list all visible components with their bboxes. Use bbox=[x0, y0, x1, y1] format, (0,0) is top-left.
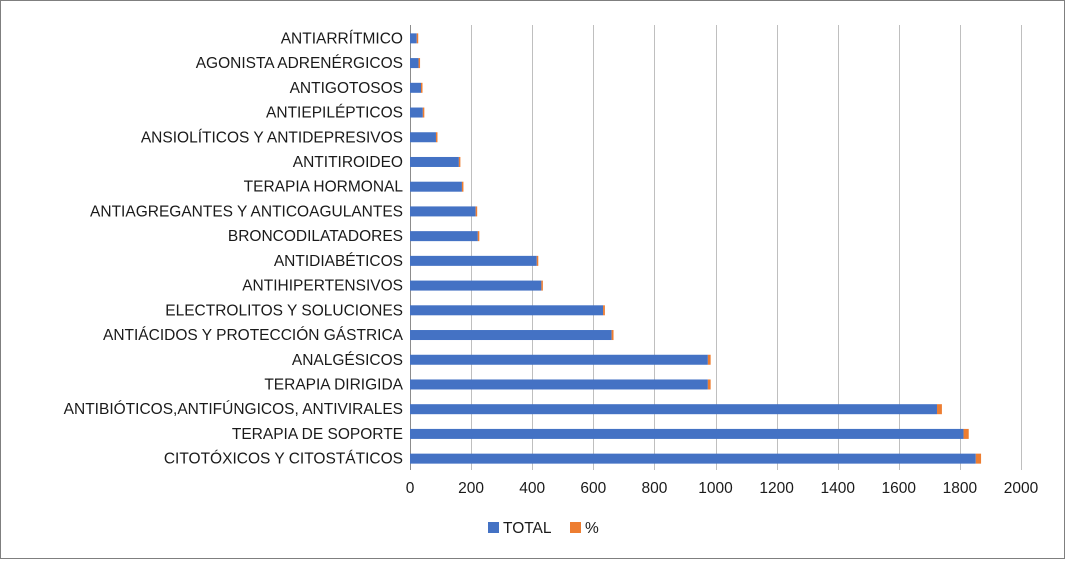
category-label-16: TERAPIA DE SOPORTE bbox=[232, 426, 403, 443]
bar-total-4 bbox=[410, 132, 436, 143]
category-label-1: AGONISTA ADRENÉRGICOS bbox=[196, 55, 403, 72]
category-label-11: ELECTROLITOS Y SOLUCIONES bbox=[165, 302, 403, 319]
category-label-2: ANTIGOTOSOS bbox=[290, 80, 403, 97]
bar-percent-17 bbox=[975, 453, 982, 464]
x-tick-label-1600: 1600 bbox=[882, 480, 917, 497]
x-tick-label-1200: 1200 bbox=[759, 480, 794, 497]
bar-percent-2 bbox=[420, 82, 423, 93]
x-tick-label-400: 400 bbox=[519, 480, 545, 497]
category-label-9: ANTIDIABÉTICOS bbox=[274, 253, 403, 270]
category-label-5: ANTITIROIDEO bbox=[293, 154, 403, 171]
x-tick-label-1800: 1800 bbox=[943, 480, 978, 497]
bar-percent-7 bbox=[475, 206, 478, 217]
gridlines bbox=[410, 25, 1022, 470]
legend-swatch-1 bbox=[570, 522, 581, 533]
bar-percent-3 bbox=[422, 107, 425, 118]
bar-total-13 bbox=[410, 354, 708, 365]
bar-percent-16 bbox=[963, 428, 969, 439]
bar-percent-14 bbox=[707, 379, 711, 390]
bar-total-12 bbox=[410, 330, 612, 341]
bar-total-7 bbox=[410, 206, 476, 217]
legend-swatch-0 bbox=[488, 522, 499, 533]
category-label-13: ANALGÉSICOS bbox=[292, 352, 403, 369]
bar-percent-5 bbox=[458, 156, 461, 167]
bar-total-9 bbox=[410, 255, 537, 266]
bar-total-16 bbox=[410, 428, 964, 439]
bar-total-14 bbox=[410, 379, 708, 390]
bar-total-2 bbox=[410, 82, 421, 93]
bar-percent-0 bbox=[416, 33, 419, 44]
bar-total-17 bbox=[410, 453, 976, 464]
category-label-15: ANTIBIÓTICOS,ANTIFÚNGICOS, ANTIVIRALES bbox=[64, 401, 403, 418]
x-tick-label-1400: 1400 bbox=[820, 480, 855, 497]
bar-percent-12 bbox=[611, 330, 614, 341]
bar-percent-11 bbox=[603, 305, 605, 316]
legend-label-1: % bbox=[585, 520, 599, 537]
category-label-3: ANTIEPILÉPTICOS bbox=[266, 105, 403, 122]
category-label-12: ANTIÁCIDOS Y PROTECCIÓN GÁSTRICA bbox=[103, 327, 404, 344]
bar-total-0 bbox=[410, 33, 417, 44]
x-tick-label-200: 200 bbox=[458, 480, 484, 497]
bar-total-3 bbox=[410, 107, 423, 118]
category-label-6: TERAPIA HORMONAL bbox=[244, 179, 404, 196]
bar-percent-6 bbox=[461, 181, 464, 192]
bar-total-1 bbox=[410, 58, 419, 69]
category-label-10: ANTIHIPERTENSIVOS bbox=[242, 278, 403, 295]
bar-percent-10 bbox=[541, 280, 543, 291]
x-axis-ticks: 0 200 400 600 800 1000 1200 1400 1600 1800 2000 bbox=[406, 480, 1039, 497]
bar-total-8 bbox=[410, 231, 478, 242]
category-label-0: ANTIARRÍTMICO bbox=[281, 30, 403, 47]
bar-percent-8 bbox=[477, 231, 480, 242]
category-label-4: ANSIOLÍTICOS Y ANTIDEPRESIVOS bbox=[141, 129, 403, 146]
x-tick-label-600: 600 bbox=[580, 480, 606, 497]
bar-percent-15 bbox=[936, 404, 942, 415]
bar-percent-13 bbox=[707, 354, 711, 365]
x-tick-label-1000: 1000 bbox=[698, 480, 733, 497]
category-label-7: ANTIAGREGANTES Y ANTICOAGULANTES bbox=[90, 203, 403, 220]
legend: TOTAL% bbox=[488, 520, 599, 537]
bar-total-5 bbox=[410, 156, 459, 167]
category-label-14: TERAPIA DIRIGIDA bbox=[264, 376, 403, 393]
x-tick-label-0: 0 bbox=[406, 480, 415, 497]
x-tick-label-2000: 2000 bbox=[1004, 480, 1039, 497]
bar-total-10 bbox=[410, 280, 542, 291]
bar-total-15 bbox=[410, 404, 937, 415]
bar-total-6 bbox=[410, 181, 462, 192]
bar-total-11 bbox=[410, 305, 604, 316]
category-label-17: CITOTÓXICOS Y CITOSTÁTICOS bbox=[164, 451, 403, 468]
bar-percent-1 bbox=[418, 58, 421, 69]
x-tick-label-800: 800 bbox=[641, 480, 667, 497]
bars bbox=[410, 33, 982, 464]
legend-label-0: TOTAL bbox=[503, 520, 552, 537]
category-labels: ANTIARRÍTMICO AGONISTA ADRENÉRGICOS ANTIGO… bbox=[64, 30, 404, 467]
category-label-8: BRONCODILATADORES bbox=[228, 228, 403, 245]
bar-percent-4 bbox=[435, 132, 438, 143]
bar-percent-9 bbox=[536, 255, 539, 266]
